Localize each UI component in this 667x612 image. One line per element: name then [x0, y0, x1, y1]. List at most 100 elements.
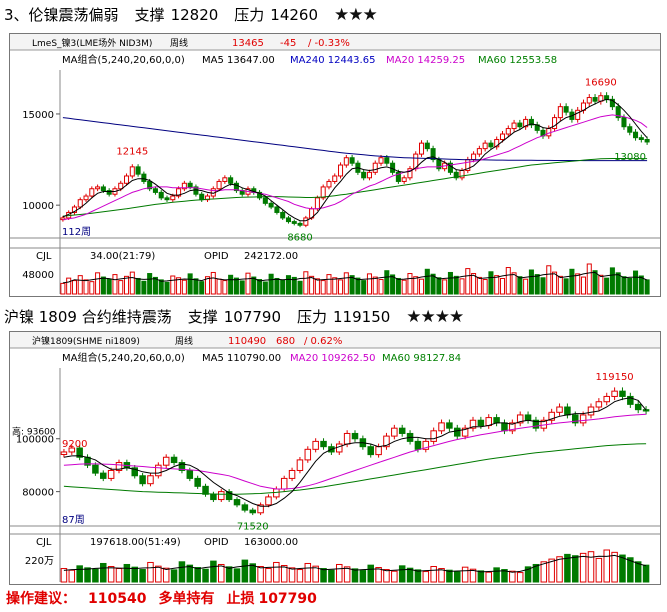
ma20-value: MA20 14259.25	[386, 55, 465, 66]
candle-body	[430, 430, 437, 442]
volume-bar	[66, 277, 72, 295]
volume-bar	[155, 565, 162, 583]
chart-header-bar	[10, 332, 660, 348]
candle-body	[438, 422, 445, 432]
candle-body	[557, 106, 563, 119]
annotation-mid-high: 12145	[116, 147, 148, 158]
candle-body	[222, 177, 228, 182]
volume-bar	[383, 569, 390, 583]
volume-bar	[71, 280, 77, 295]
section2-resist-label: 压力	[297, 308, 328, 326]
candle-body	[501, 422, 508, 432]
volume-bar	[586, 263, 592, 295]
section1-resist-label: 压力	[234, 6, 265, 24]
candle-body	[194, 477, 201, 487]
volume-bar	[218, 563, 225, 583]
volume-bar	[332, 277, 338, 295]
candle-body	[372, 162, 378, 173]
symbol-label: 沪镍1809(SHME ni1809)	[32, 335, 140, 347]
volume-bar	[509, 570, 516, 583]
volume-bar	[540, 277, 546, 295]
volume-bar	[528, 269, 534, 295]
volume-bar	[312, 565, 319, 583]
candle-body	[505, 128, 511, 135]
volume-bar	[123, 563, 131, 583]
ma5-value: MA5 13647.00	[202, 55, 275, 66]
candle-body	[186, 469, 194, 479]
candle-body	[563, 106, 569, 113]
ma20-line	[62, 114, 648, 221]
volume-bar	[436, 277, 442, 295]
candle-body	[92, 464, 99, 474]
volume-bar	[572, 555, 579, 583]
candle-body	[548, 411, 555, 421]
candle-body	[241, 504, 249, 511]
candle-body	[155, 464, 162, 477]
candle-body	[509, 422, 516, 432]
volume-bar	[349, 275, 355, 295]
candle-body	[471, 153, 477, 161]
volume-bar	[343, 566, 351, 583]
volume-bar	[477, 570, 485, 583]
volume-bar	[181, 279, 187, 295]
opid-line	[63, 554, 647, 573]
volume-bar	[604, 277, 610, 295]
volume-bar	[309, 275, 315, 295]
volume-bar	[320, 568, 327, 583]
candle-body	[158, 191, 164, 199]
candle-body	[297, 222, 303, 226]
candle-body	[332, 175, 338, 182]
y-tick-label: 10000	[22, 201, 54, 212]
candle-body	[603, 395, 610, 403]
candle-body	[446, 422, 453, 429]
candle-body	[482, 142, 488, 150]
candle-body	[233, 499, 241, 506]
candle-body	[320, 186, 326, 199]
advice-stop: 107790	[258, 591, 317, 607]
volume-bar	[291, 276, 297, 295]
candle-body	[135, 166, 141, 175]
candle-body	[170, 195, 176, 201]
volume-bar	[524, 566, 532, 583]
volume-bar	[611, 551, 618, 583]
volume-bar	[141, 280, 147, 295]
candle-body	[152, 188, 158, 193]
volume-bar	[482, 279, 488, 295]
volume-bar	[123, 275, 130, 295]
candle-body	[592, 97, 598, 102]
price-change-pct: / -0.33%	[308, 38, 350, 49]
volume-bar	[627, 277, 633, 295]
volume-bar	[372, 276, 378, 295]
advice-label: 操作建议：	[6, 591, 76, 607]
candle-body	[115, 462, 123, 471]
volume-bar	[391, 570, 398, 583]
opid-line	[62, 271, 648, 284]
volume-bar	[540, 561, 548, 583]
volume-bar	[239, 280, 245, 295]
candle-body	[615, 106, 621, 119]
chart2-svg: 沪镍1809(SHME ni1809) 周线 110490 680 / 0.62% MA组…	[10, 332, 660, 583]
volume-bar	[273, 561, 280, 583]
candle-body	[141, 173, 147, 182]
candle-body	[361, 171, 367, 179]
candle-body	[401, 177, 407, 182]
volume-bar	[569, 268, 575, 295]
volume-bar	[297, 280, 303, 295]
volume-bar	[642, 564, 650, 583]
candle-body	[418, 142, 425, 155]
volume-bar	[422, 571, 430, 583]
candle-body	[430, 148, 436, 161]
volume-bar	[401, 279, 407, 295]
volume-bar	[378, 279, 384, 295]
volume-bar	[147, 273, 153, 295]
candle-body	[627, 395, 634, 405]
volume-bar	[170, 569, 178, 583]
volume-bar	[76, 565, 83, 583]
section1-title: 3、伦镍震荡偏弱 支撑 12820 压力 14260 ★★★	[4, 3, 393, 27]
ma-indicator-label: MA组合(5,240,20,60,0,0)	[62, 53, 185, 66]
volume-bar	[598, 274, 604, 295]
volume-bar	[265, 568, 272, 583]
candle-body	[476, 148, 482, 155]
volume-bar	[135, 277, 141, 295]
candle-body	[511, 122, 517, 130]
